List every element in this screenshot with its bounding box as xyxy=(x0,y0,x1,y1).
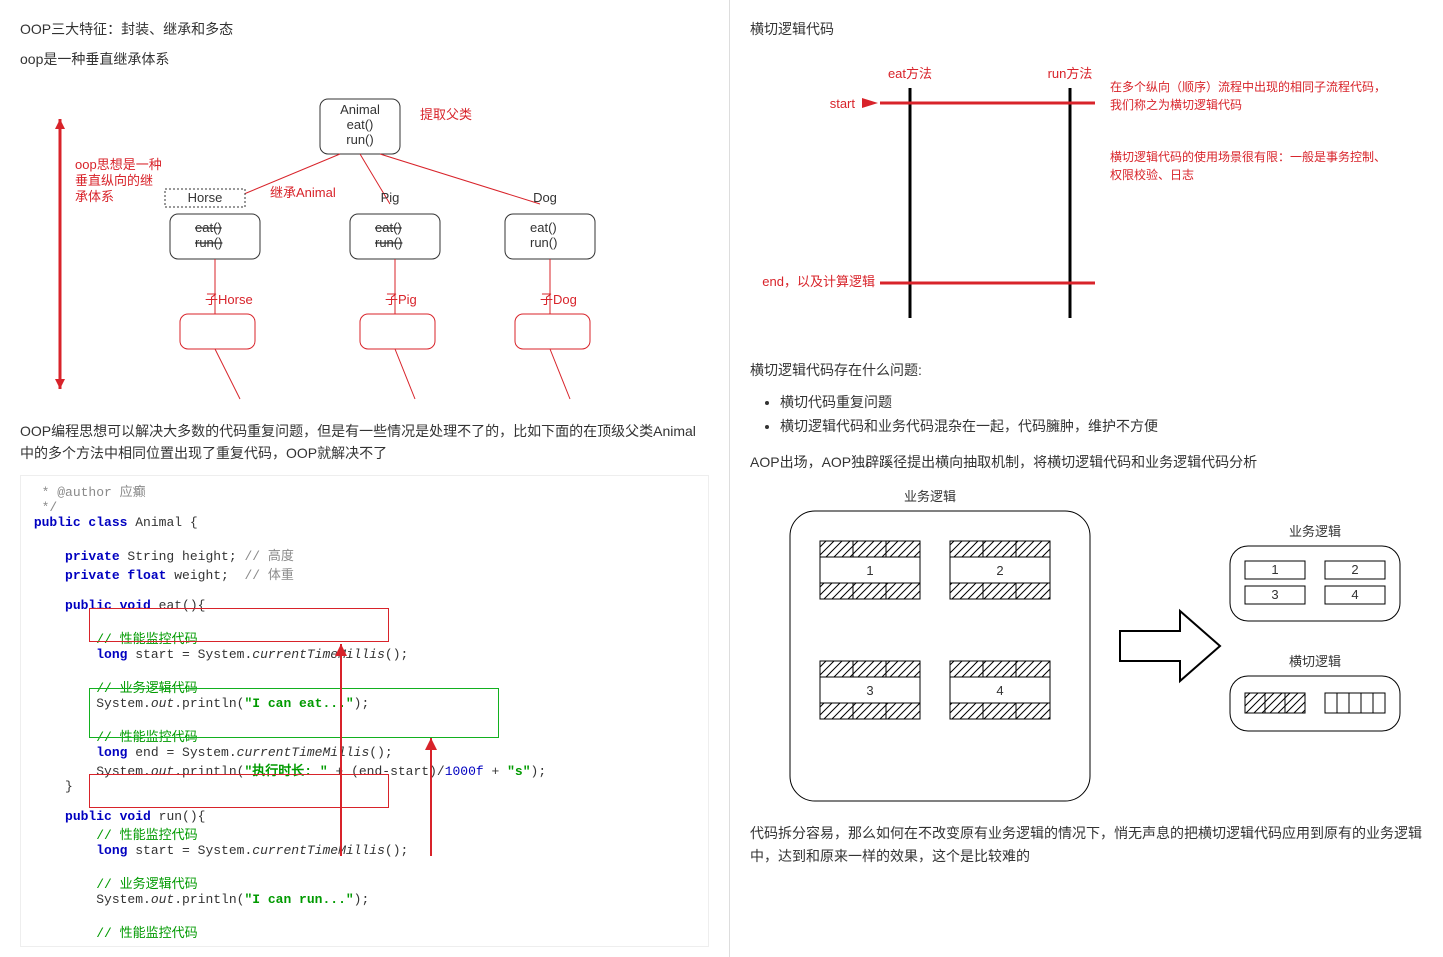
svg-text:run(): run() xyxy=(195,235,222,250)
svg-text:子Dog: 子Dog xyxy=(540,292,577,307)
svg-text:eat(): eat() xyxy=(375,220,402,235)
svg-text:提取父类: 提取父类 xyxy=(420,107,472,122)
svg-text:Pig: Pig xyxy=(381,190,400,205)
svg-text:Horse: Horse xyxy=(188,190,223,205)
vert-note: oop思想是一种垂直纵向的继承体系 xyxy=(75,157,162,204)
svg-text:run(): run() xyxy=(346,132,373,147)
svg-text:run方法: run方法 xyxy=(1048,66,1093,81)
problem-title: 横切逻辑代码存在什么问题: xyxy=(750,359,1423,381)
svg-text:end，以及计算逻辑: end，以及计算逻辑 xyxy=(762,274,875,289)
svg-text:2: 2 xyxy=(1351,562,1358,577)
svg-text:eat(): eat() xyxy=(347,117,374,132)
svg-text:run(): run() xyxy=(530,235,557,250)
svg-text:eat方法: eat方法 xyxy=(888,66,932,81)
svg-text:子Horse: 子Horse xyxy=(205,292,253,307)
cross-title: 横切逻辑代码 xyxy=(750,18,1423,40)
svg-text:2: 2 xyxy=(996,563,1003,578)
code-arrows xyxy=(21,476,521,876)
svg-text:eat(): eat() xyxy=(530,220,557,235)
svg-text:Dog: Dog xyxy=(533,190,557,205)
oop-features: OOP三大特征：封装、继承和多态 xyxy=(20,18,709,40)
code-block: * @author 应癫 */ public class Animal { pr… xyxy=(20,475,709,947)
svg-text:继承Animal: 继承Animal xyxy=(270,185,336,200)
cross-diagram: eat方法 run方法 start end，以及计算逻辑 在多个纵向（顺序）流程… xyxy=(750,48,1420,348)
arrow-icon xyxy=(1120,611,1220,681)
left-column: OOP三大特征：封装、继承和多态 oop是一种垂直继承体系 oop思想是一种垂直… xyxy=(0,0,730,957)
svg-text:Animal: Animal xyxy=(340,102,380,117)
problem-list: 横切代码重复问题 横切逻辑代码和业务代码混杂在一起，代码臃肿，维护不方便 xyxy=(780,392,1423,436)
svg-text:业务逻辑: 业务逻辑 xyxy=(904,489,956,504)
list-item: 横切逻辑代码和业务代码混杂在一起，代码臃肿，维护不方便 xyxy=(780,416,1423,436)
list-item: 横切代码重复问题 xyxy=(780,392,1423,412)
aop-diagram: 业务逻辑 1 2 3 xyxy=(750,481,1420,811)
block-1: 1 xyxy=(820,541,920,599)
svg-text:子Pig: 子Pig xyxy=(385,292,417,307)
svg-text:4: 4 xyxy=(1351,587,1358,602)
oop-tree-diagram: oop思想是一种垂直纵向的继承体系 Animal eat() run() 提取父… xyxy=(20,79,700,409)
svg-text:eat(): eat() xyxy=(195,220,222,235)
aop-line: AOP出场，AOP独辟蹊径提出横向抽取机制，将横切逻辑代码和业务逻辑代码分析 xyxy=(750,451,1423,473)
svg-text:业务逻辑: 业务逻辑 xyxy=(1289,524,1341,539)
block-3: 3 xyxy=(820,661,920,719)
right-column: 横切逻辑代码 eat方法 run方法 start end，以及计算逻辑 在多个纵… xyxy=(730,0,1443,957)
oop-limitation: OOP编程思想可以解决大多数的代码重复问题，但是有一些情况是处理不了的，比如下面… xyxy=(20,420,709,465)
svg-text:run(): run() xyxy=(375,235,402,250)
bottom-text: 代码拆分容易，那么如何在不改变原有业务逻辑的情况下，悄无声息的把横切逻辑代码应用… xyxy=(750,822,1423,867)
svg-text:4: 4 xyxy=(996,683,1003,698)
svg-text:1: 1 xyxy=(866,563,873,578)
oop-vertical: oop是一种垂直继承体系 xyxy=(20,48,709,70)
svg-text:start: start xyxy=(830,96,856,111)
block-4: 4 xyxy=(950,661,1050,719)
svg-text:3: 3 xyxy=(866,683,873,698)
svg-text:1: 1 xyxy=(1271,562,1278,577)
svg-text:横切逻辑: 横切逻辑 xyxy=(1289,654,1341,669)
block-2: 2 xyxy=(950,541,1050,599)
svg-text:3: 3 xyxy=(1271,587,1278,602)
